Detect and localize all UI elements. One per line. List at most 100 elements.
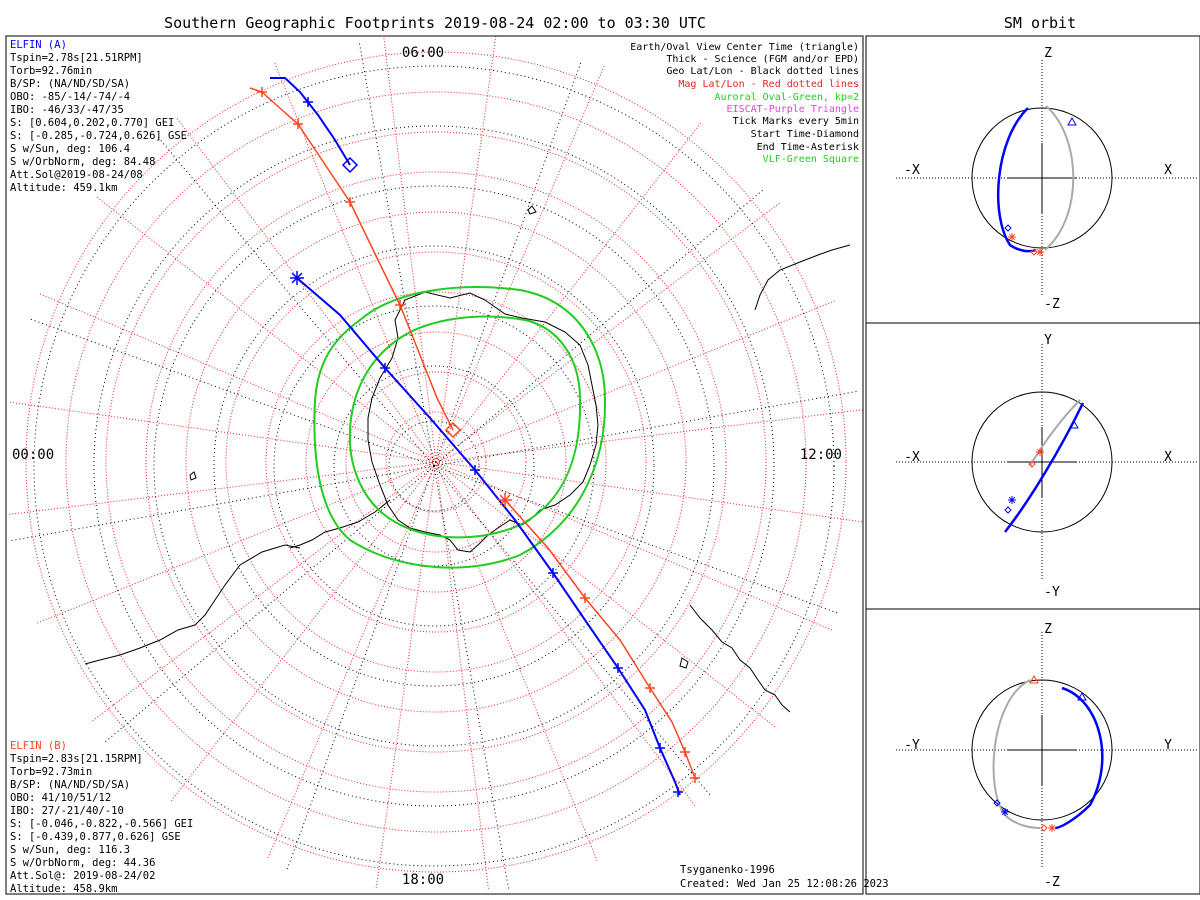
legend-item: EISCAT-Purple Triangle [727,104,859,115]
elfin-b-line: OBO: 41/10/51/12 [10,792,111,804]
orbit-diamond-marker [1004,506,1012,514]
geo-lon-line [286,465,435,871]
auroral-oval-outer [313,286,607,569]
elfin-a-line: S w/OrbNorm, deg: 84.48 [10,156,155,168]
mag-lon-line [40,293,437,463]
orbit-asterisk-marker [1048,824,1056,832]
legend-item: Geo Lat/Lon - Black dotted lines [666,66,859,77]
legend-item: Earth/Oval View Center Time (triangle) [630,42,859,53]
geo-lat-circle [388,420,480,512]
elfin-a-line: OBO: -85/-14/-74/-4 [10,91,130,103]
elfin-b-line: Torb=92.73min [10,766,92,778]
orbit-panel-xz: Z -Z -X X [896,46,1198,312]
earth-circle [971,679,1113,821]
mag-lon-line [37,461,437,624]
elfin-b-line: S: [-0.439,0.877,0.626] GSE [10,831,181,843]
elfin-b-track-north [249,87,454,431]
mag-lat-circle [25,51,847,873]
orbit-panel-yz: Z -Z -Y Y [896,622,1198,890]
axis-label-bottom: -Z [1044,875,1060,890]
elfin-b-track-south [504,499,696,779]
lt-label-left: 00:00 [12,447,54,463]
orbit-asterisk-marker [1036,248,1044,256]
mag-latlon-grid [9,35,863,889]
orbit-track-gray [1029,399,1081,467]
tasmania-outline [679,657,689,669]
mag-lon-line [170,461,437,802]
orbit-triangle-marker [1067,116,1077,126]
orbit-track-elfin-a [1004,402,1085,533]
geo-lon-line [10,465,435,542]
mag-lat-circle [105,131,767,793]
elfin-a-line: S w/Sun, deg: 106.4 [10,143,130,155]
orbit-drawing [896,344,1198,580]
model-label: Tsyganenko-1996 [680,864,775,876]
orbit-diamond-marker [993,799,1001,807]
orbit-triangle-marker [1077,691,1087,701]
mag-lat-circle [345,371,527,553]
axis-label-top: Z [1044,46,1052,61]
elfin-a-line: S: [-0.285,-0.724,0.626] GSE [10,130,187,142]
geo-lat-circle [33,65,835,867]
elfin-a-start-diamond [341,156,359,174]
map-frame [5,35,864,895]
earth-circle [971,107,1113,249]
island-2-outline [189,471,197,481]
mag-lat-circle [265,291,607,633]
geo-lon-line [433,465,711,796]
orbit-frame [865,35,1200,895]
earth-circle [971,391,1113,533]
mag-lon-line [435,461,776,728]
elfin-b-line: S w/OrbNorm, deg: 44.36 [10,857,155,869]
australia-outline [689,604,791,713]
geo-lon-line [433,465,839,614]
axis-label-left: -X [904,163,920,178]
geo-lon-line [104,465,435,743]
orbit-diamond-marker [1040,824,1048,832]
axis-label-left: -X [904,450,920,465]
elfin-a-line: Tspin=2.78s[21.51RPM] [10,52,143,64]
legend-item: VLF-Green Square [763,154,859,165]
geo-lon-line [433,465,510,890]
elfin-b-start-diamond [444,421,462,439]
elfin-a-line: Altitude: 459.1km [10,182,117,194]
geo-lat-circle [93,125,775,807]
mag-lon-line [435,36,497,463]
elfin-b-name: ELFIN (B) [10,740,67,752]
orbit-asterisk-marker [1001,808,1009,816]
elfin-b-line: Altitude: 458.9km [10,883,117,895]
auroral-oval-inner [348,315,582,539]
legend-item: End Time-Asterisk [757,142,859,153]
geo-lon-line [433,61,582,467]
mag-lat-circle [225,251,647,673]
legend-item: Thick - Science (FGM and/or EPD) [666,54,859,65]
orbit-track-elfin-a [1054,686,1104,830]
south-africa-outline [754,244,851,311]
satellite-footprint-tracks [249,77,700,797]
elfin-b-line: S w/Sun, deg: 116.3 [10,844,130,856]
elfin-b-end-asterisk [499,494,511,506]
auroral-ovals [313,286,607,569]
geo-lat-circle [213,245,655,687]
mag-lat-circle [145,171,727,753]
mag-lon-line [10,401,437,463]
continent-outlines [84,205,851,713]
legend-item: Mag Lat/Lon - Red dotted lines [678,79,859,90]
orbit-track-elfin-a [996,107,1037,253]
elfin-a-line: IBO: -46/33/-47/35 [10,104,124,116]
elfin-a-line: Torb=92.76min [10,65,92,77]
mag-lat-circle [65,91,807,833]
elfin-a-end-asterisk [291,272,303,284]
elfin-a-track-south [296,277,681,796]
created-label: Created: Wed Jan 25 12:08:26 2023 [680,878,889,890]
axis-label-right: Y [1164,738,1172,753]
axis-label-right: X [1164,163,1172,178]
orbit-diamond-marker [1030,248,1038,256]
elfin-b-line: S: [-0.046,-0.822,-0.566] GEI [10,818,193,830]
elfin-a-line: B/SP: (NA/ND/SD/SA) [10,78,130,90]
orbit-title: SM orbit [1004,14,1076,32]
island-1-outline [527,205,537,215]
geo-lon-line [358,42,435,467]
mag-lon-line [435,300,835,463]
geo-lon-line [29,318,435,467]
